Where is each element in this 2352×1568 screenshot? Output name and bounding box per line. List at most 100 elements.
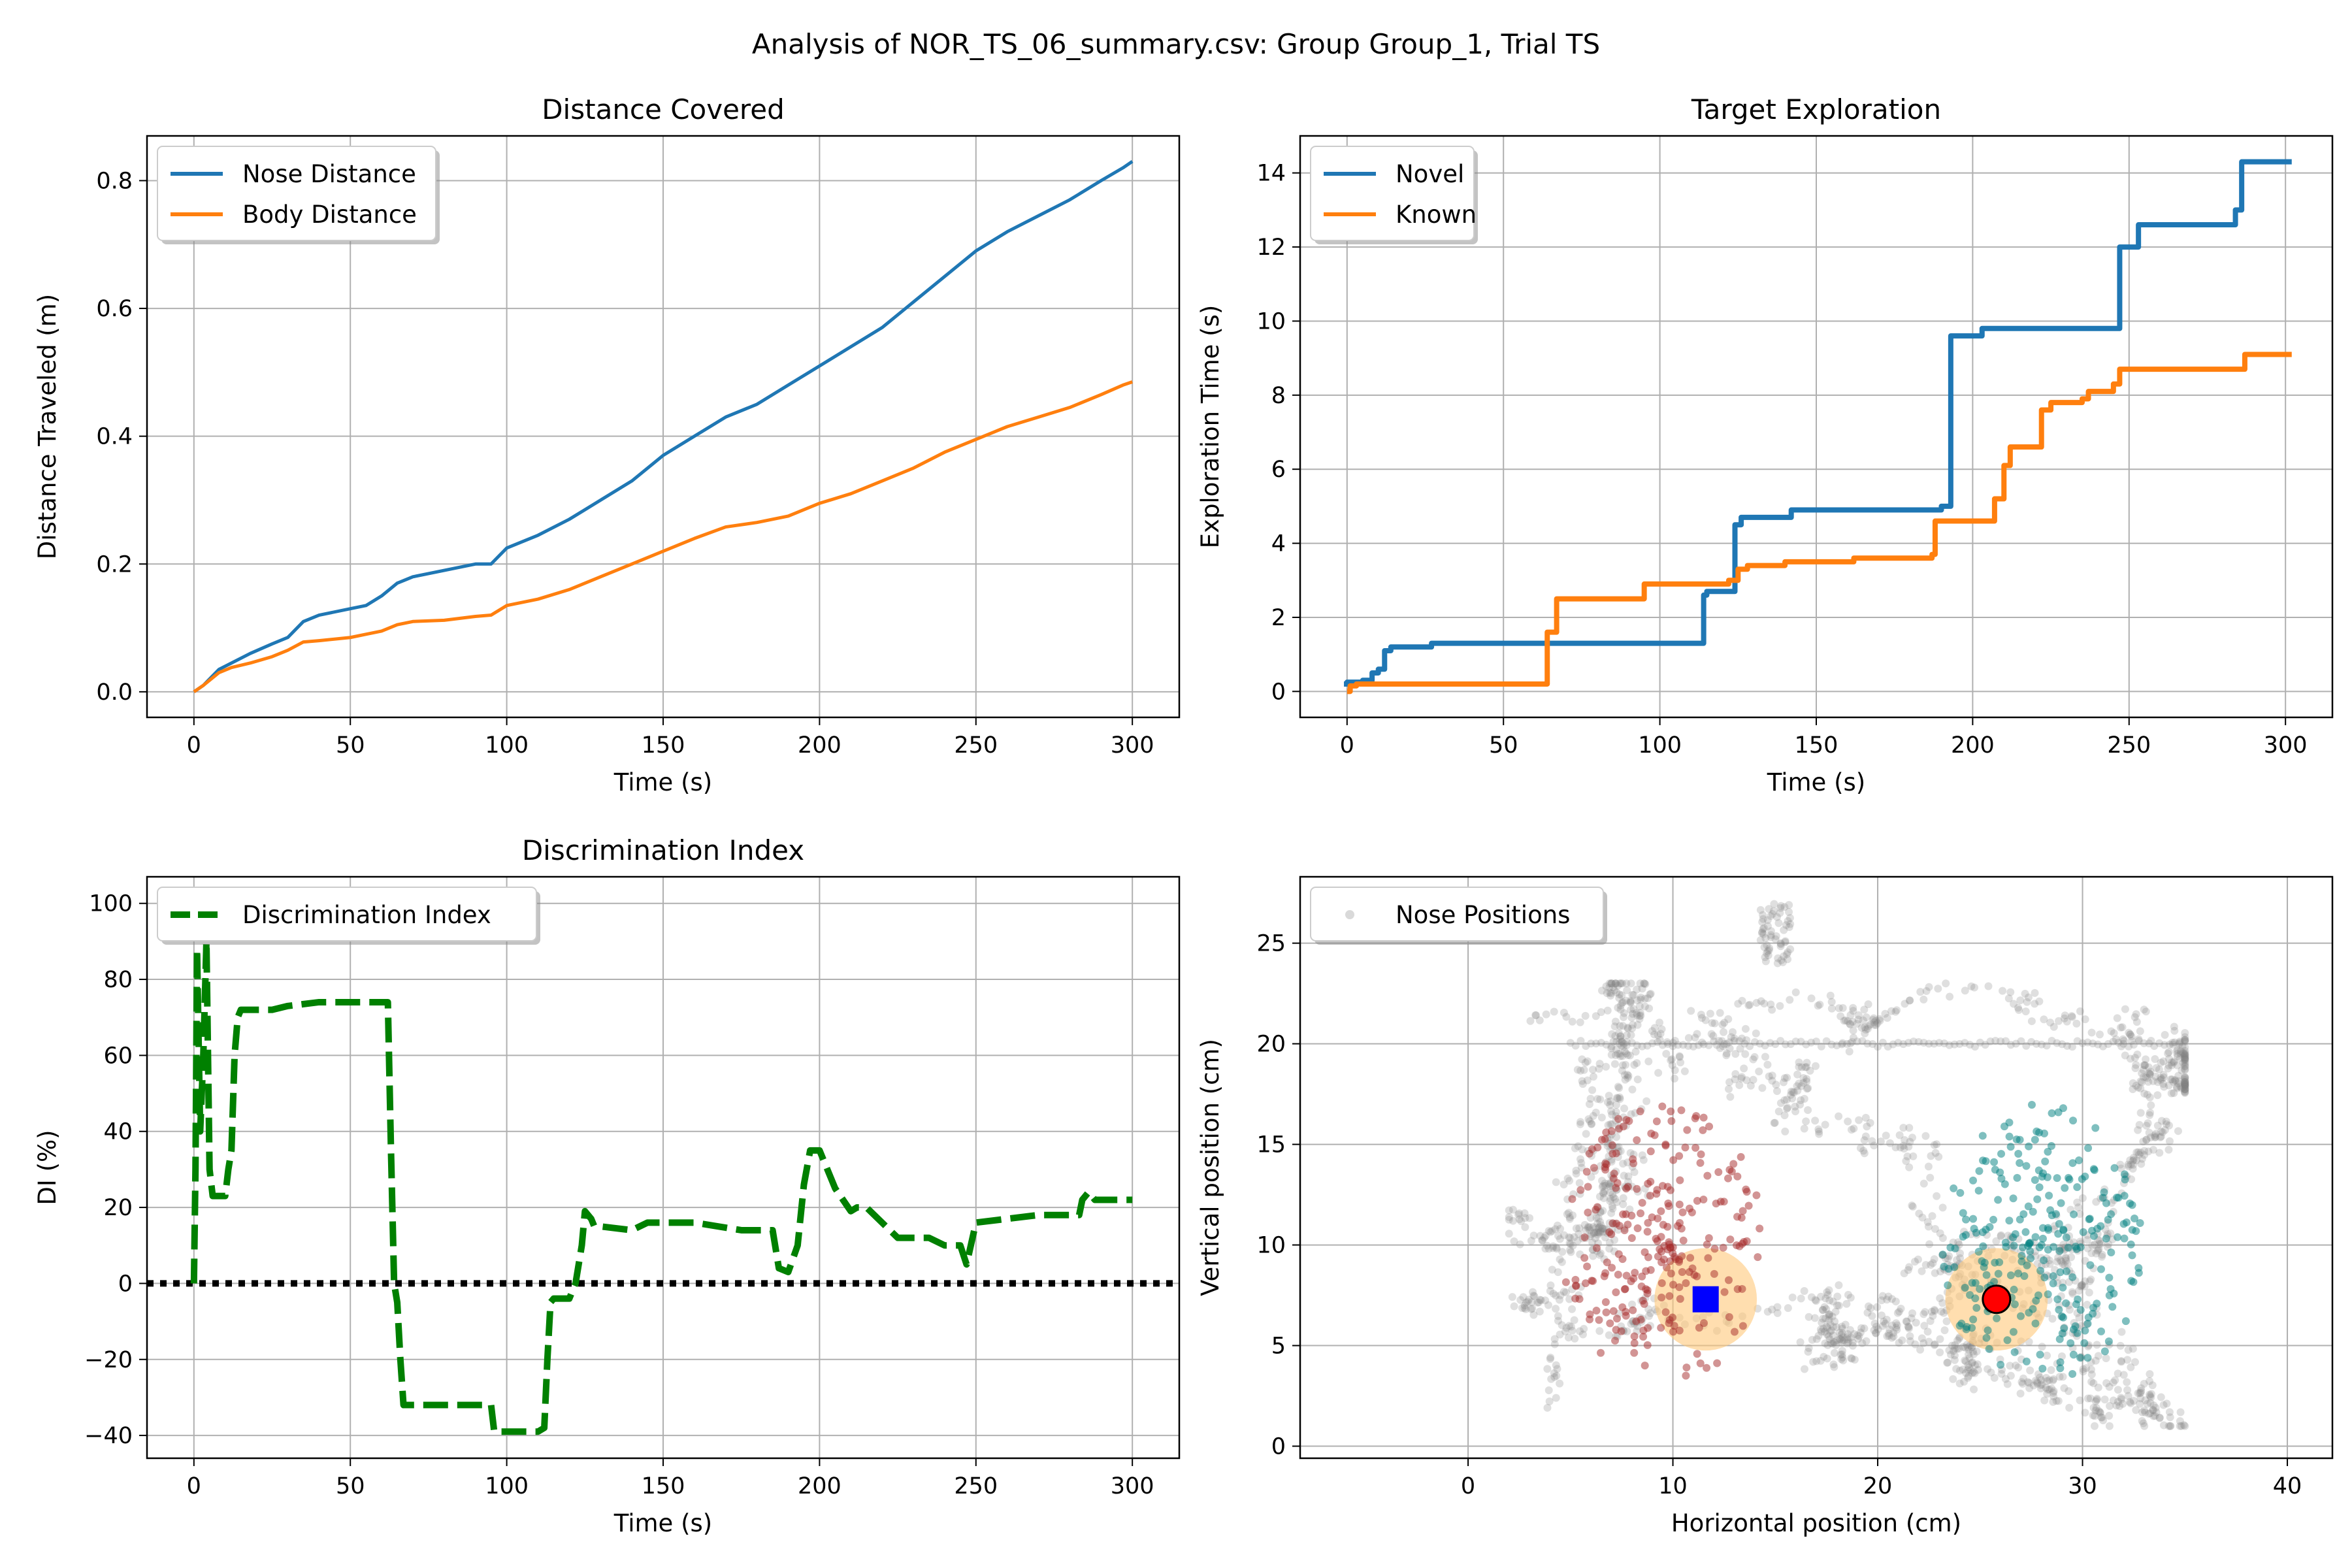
nose-position-point — [1638, 1151, 1646, 1160]
nose-position-point — [1976, 1038, 1984, 1047]
nose-position-point — [1791, 988, 1800, 996]
nose-position-point — [1909, 1037, 1918, 1046]
nose-position-point — [1541, 1245, 1550, 1253]
nose-position-point — [1883, 1296, 1891, 1304]
nose-position-point — [1605, 1245, 1614, 1253]
nose-position-point — [2173, 1084, 2181, 1092]
nose-position-point — [1999, 987, 2007, 995]
nose-position-point — [1885, 1331, 1893, 1340]
nose-position-point — [2094, 1383, 2102, 1392]
nose-position-point — [2040, 1015, 2048, 1024]
nose-position-point — [1971, 1361, 1980, 1369]
square-exploration-point — [1612, 1184, 1620, 1192]
nose-position-point — [1726, 1092, 1735, 1101]
nose-position-point — [2149, 1406, 2157, 1414]
nose-position-point — [2151, 1412, 2159, 1420]
nose-position-point — [2048, 1315, 2057, 1323]
nose-position-point — [1899, 1040, 1908, 1049]
nose-position-point — [1795, 1079, 1803, 1088]
nose-position-point — [1870, 1021, 1878, 1029]
nose-position-point — [1544, 1227, 1553, 1235]
circle-exploration-point — [2035, 1183, 2044, 1192]
square-exploration-point — [1600, 1272, 1609, 1281]
square-target-marker — [1692, 1286, 1719, 1313]
nose-position-point — [1648, 1039, 1657, 1047]
circle-exploration-point — [1956, 1188, 1965, 1197]
nose-position-point — [1620, 1013, 1628, 1021]
nose-position-point — [1618, 998, 1626, 1007]
nose-position-point — [1616, 1052, 1625, 1060]
nose-position-point — [1955, 1039, 1964, 1048]
x-tick-label: 100 — [485, 732, 529, 759]
nose-position-point — [2057, 1258, 2066, 1266]
nose-position-point — [1757, 997, 1765, 1005]
nose-position-point — [2174, 1052, 2182, 1060]
nose-position-point — [1599, 1194, 1608, 1202]
circle-exploration-point — [2056, 1358, 2065, 1366]
nose-position-point — [1526, 1214, 1534, 1222]
nose-position-point — [1592, 1039, 1600, 1048]
nose-position-point — [1531, 1011, 1540, 1019]
nose-position-point — [1919, 1339, 1928, 1347]
nose-position-point — [2027, 1037, 2036, 1046]
nose-position-point — [1889, 1040, 1897, 1049]
nose-position-point — [1866, 1119, 1874, 1127]
nose-position-point — [2091, 1356, 2100, 1365]
square-exploration-point — [1725, 1313, 1733, 1321]
nose-position-point — [1616, 1032, 1625, 1040]
nose-position-point — [1921, 1132, 1930, 1140]
nose-position-point — [1612, 979, 1620, 988]
square-exploration-point — [1622, 1210, 1630, 1218]
square-exploration-point — [1686, 1204, 1694, 1213]
nose-position-point — [2082, 1364, 2091, 1372]
nose-position-point — [1962, 1369, 1970, 1377]
circle-exploration-point — [2055, 1335, 2064, 1343]
nose-position-point — [1618, 1066, 1626, 1075]
nose-position-point — [1619, 1043, 1627, 1051]
nose-position-point — [1566, 1233, 1575, 1242]
square-exploration-point — [1675, 1283, 1684, 1292]
nose-position-point — [2171, 1077, 2180, 1085]
nose-position-point — [1671, 1066, 1679, 1075]
nose-position-point — [2121, 1051, 2129, 1060]
nose-position-point — [2075, 1313, 2083, 1322]
nose-position-point — [1646, 990, 1655, 998]
nose-position-point — [1675, 1053, 1684, 1061]
circle-exploration-point — [2040, 1129, 2049, 1137]
circle-exploration-point — [2106, 1284, 2115, 1293]
nose-position-point — [2159, 1128, 2167, 1137]
nose-position-point — [1637, 993, 1645, 1002]
nose-position-point — [1614, 1094, 1622, 1102]
nose-position-point — [1886, 1139, 1894, 1147]
nose-position-point — [2112, 1401, 2121, 1410]
nose-position-point — [1577, 1159, 1586, 1168]
nose-position-point — [1552, 1243, 1561, 1252]
square-exploration-point — [1699, 1126, 1707, 1134]
nose-position-point — [2057, 1352, 2066, 1360]
nose-position-point — [2015, 1005, 2023, 1014]
nose-position-point — [1790, 1088, 1799, 1097]
legend-box — [1310, 146, 1475, 241]
nose-position-point — [1826, 1320, 1835, 1328]
nose-position-point — [2124, 1392, 2132, 1400]
nose-position-point — [1832, 1323, 1840, 1331]
nose-position-point — [2024, 993, 2033, 1002]
nose-position-point — [2021, 1007, 2030, 1016]
nose-position-point — [1633, 1075, 1642, 1084]
nose-position-point — [2091, 1406, 2100, 1414]
nose-position-point — [1520, 1209, 1529, 1218]
nose-position-point — [2003, 1380, 2012, 1388]
nose-position-point — [2042, 1041, 2051, 1050]
nose-position-point — [1969, 1367, 1978, 1376]
nose-position-point — [1603, 989, 1611, 998]
nose-position-point — [1515, 1215, 1524, 1224]
nose-position-point — [2150, 1042, 2159, 1051]
nose-position-point — [1548, 1244, 1557, 1252]
nose-position-point — [1582, 1041, 1590, 1050]
nose-position-point — [1765, 1072, 1773, 1081]
circle-exploration-point — [2083, 1354, 2092, 1362]
nose-position-point — [1823, 1341, 1832, 1349]
nose-position-point — [2138, 1417, 2146, 1426]
circle-exploration-point — [2046, 1206, 2055, 1215]
nose-position-point — [1820, 1328, 1829, 1336]
